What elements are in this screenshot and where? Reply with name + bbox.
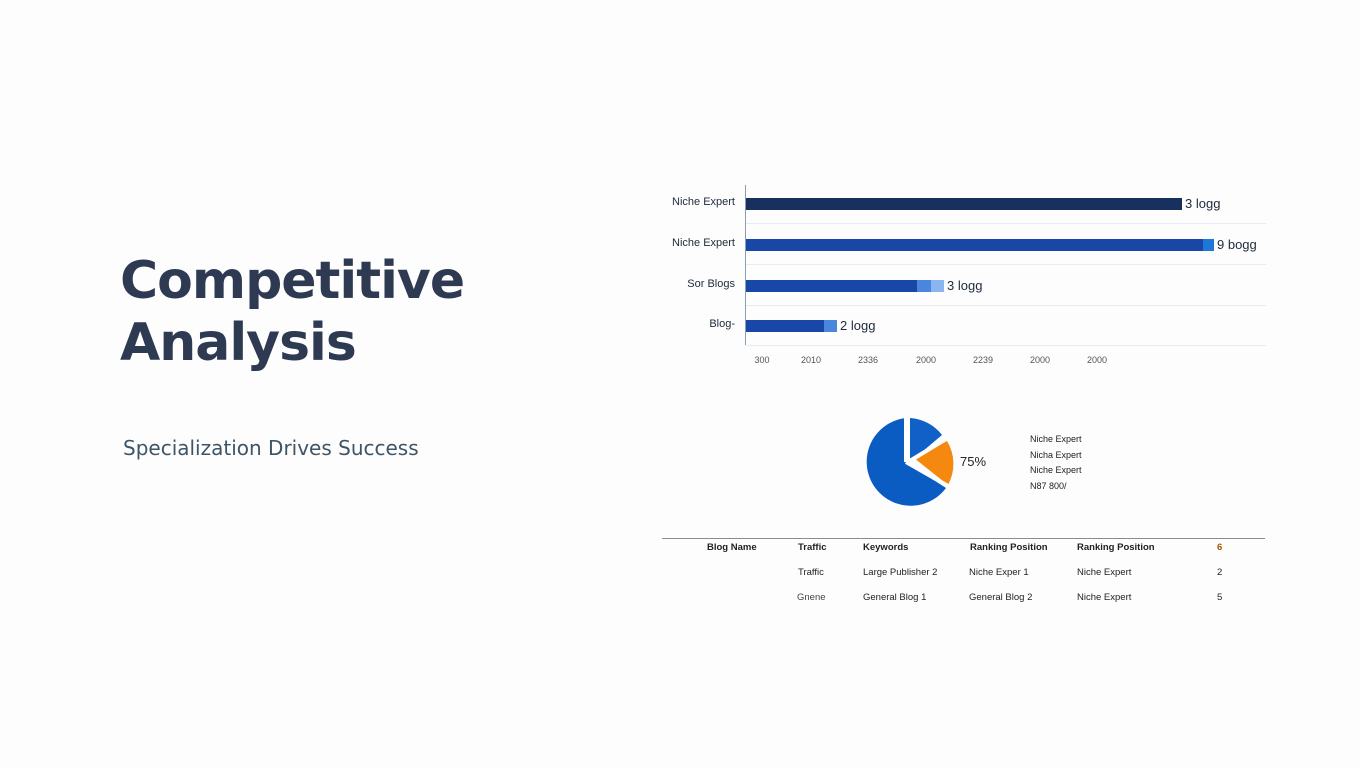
table-cell: Niche Expert <box>1077 567 1132 578</box>
comparison-table: Blog Name Traffic Keywords Ranking Posit… <box>662 540 1265 615</box>
column-header: 6 <box>1217 542 1223 553</box>
bar-chart: Niche Expert 3 logg Niche Expert 9 bogg … <box>660 185 1270 370</box>
x-axis-ticks: 300 2010 2336 2000 2239 2000 2000 <box>660 355 1270 369</box>
column-header: Ranking Position <box>970 542 1048 553</box>
bar-segment <box>824 320 837 332</box>
pie-chart <box>866 417 954 506</box>
gridline <box>746 223 1266 224</box>
bar-value: 3 logg <box>947 278 983 293</box>
table-cell: Niche Expert <box>1077 592 1132 603</box>
title-line-2: Analysis <box>120 313 357 373</box>
table-cell: 2 <box>1217 567 1223 578</box>
legend-entry: Niche Expert <box>1030 465 1082 475</box>
legend-entry: Niche Expert <box>1030 434 1082 444</box>
table-cell: Large Publisher 2 <box>863 567 938 578</box>
pie-slice <box>914 441 954 485</box>
y-axis-line <box>745 185 746 345</box>
bar-label: Sor Blogs <box>687 278 735 290</box>
x-tick: 2000 <box>915 355 937 365</box>
x-tick: 300 <box>754 355 770 365</box>
gridline <box>746 264 1266 265</box>
column-header: Blog Name <box>707 542 757 553</box>
table-cell: Niche Exper 1 <box>969 567 1029 578</box>
bar-value: 9 bogg <box>1217 237 1257 252</box>
bar <box>746 280 917 292</box>
x-tick: 2000 <box>1029 355 1051 365</box>
slide-title: Competitive Analysis <box>120 250 465 374</box>
x-tick: 2010 <box>800 355 822 365</box>
bar-segment <box>931 280 944 292</box>
x-tick: 2239 <box>972 355 994 365</box>
table-cell: 5 <box>1217 592 1223 603</box>
table-top-rule <box>662 538 1265 539</box>
column-header: Traffic <box>798 542 827 553</box>
bar-segment <box>1203 239 1214 251</box>
slide-subtitle: Specialization Drives Success <box>123 436 419 460</box>
bar <box>746 239 1203 251</box>
table-row: Gnene General Blog 1 General Blog 2 Nich… <box>662 590 1265 615</box>
bar <box>746 320 824 332</box>
bar-value: 3 logg <box>1185 196 1221 211</box>
gridline <box>746 305 1266 306</box>
table-row: Traffic Large Publisher 2 Niche Exper 1 … <box>662 565 1265 590</box>
gridline <box>746 345 1266 346</box>
column-header: Keywords <box>863 542 909 553</box>
table-cell: General Blog 1 <box>863 592 927 603</box>
x-tick: 2000 <box>1086 355 1108 365</box>
table-cell: Traffic <box>798 567 824 578</box>
bar-label: Niche Expert <box>672 237 735 249</box>
bar-label: Niche Expert <box>672 196 735 208</box>
legend-entry: Nicha Expert <box>1030 449 1082 460</box>
pie-annotation: 75% <box>960 454 987 469</box>
table-cell: General Blog 2 <box>969 592 1033 603</box>
bar-label: Blog- <box>709 318 735 330</box>
table-header-row: Blog Name Traffic Keywords Ranking Posit… <box>662 540 1265 565</box>
bar-value: 2 logg <box>840 318 876 333</box>
x-tick: 2336 <box>857 355 879 365</box>
pie-slice <box>910 418 942 462</box>
bar-segment <box>917 280 931 292</box>
legend-entry: N87 800/ <box>1030 480 1067 491</box>
column-header: Ranking Position <box>1077 542 1155 553</box>
pie-legend: Niche Expert Nicha Expert Niche Expert N… <box>1030 432 1082 494</box>
title-line-1: Competitive <box>120 251 465 311</box>
table-cell: Gnene <box>797 592 826 603</box>
bar <box>746 198 1182 210</box>
pie-slice <box>866 418 946 506</box>
